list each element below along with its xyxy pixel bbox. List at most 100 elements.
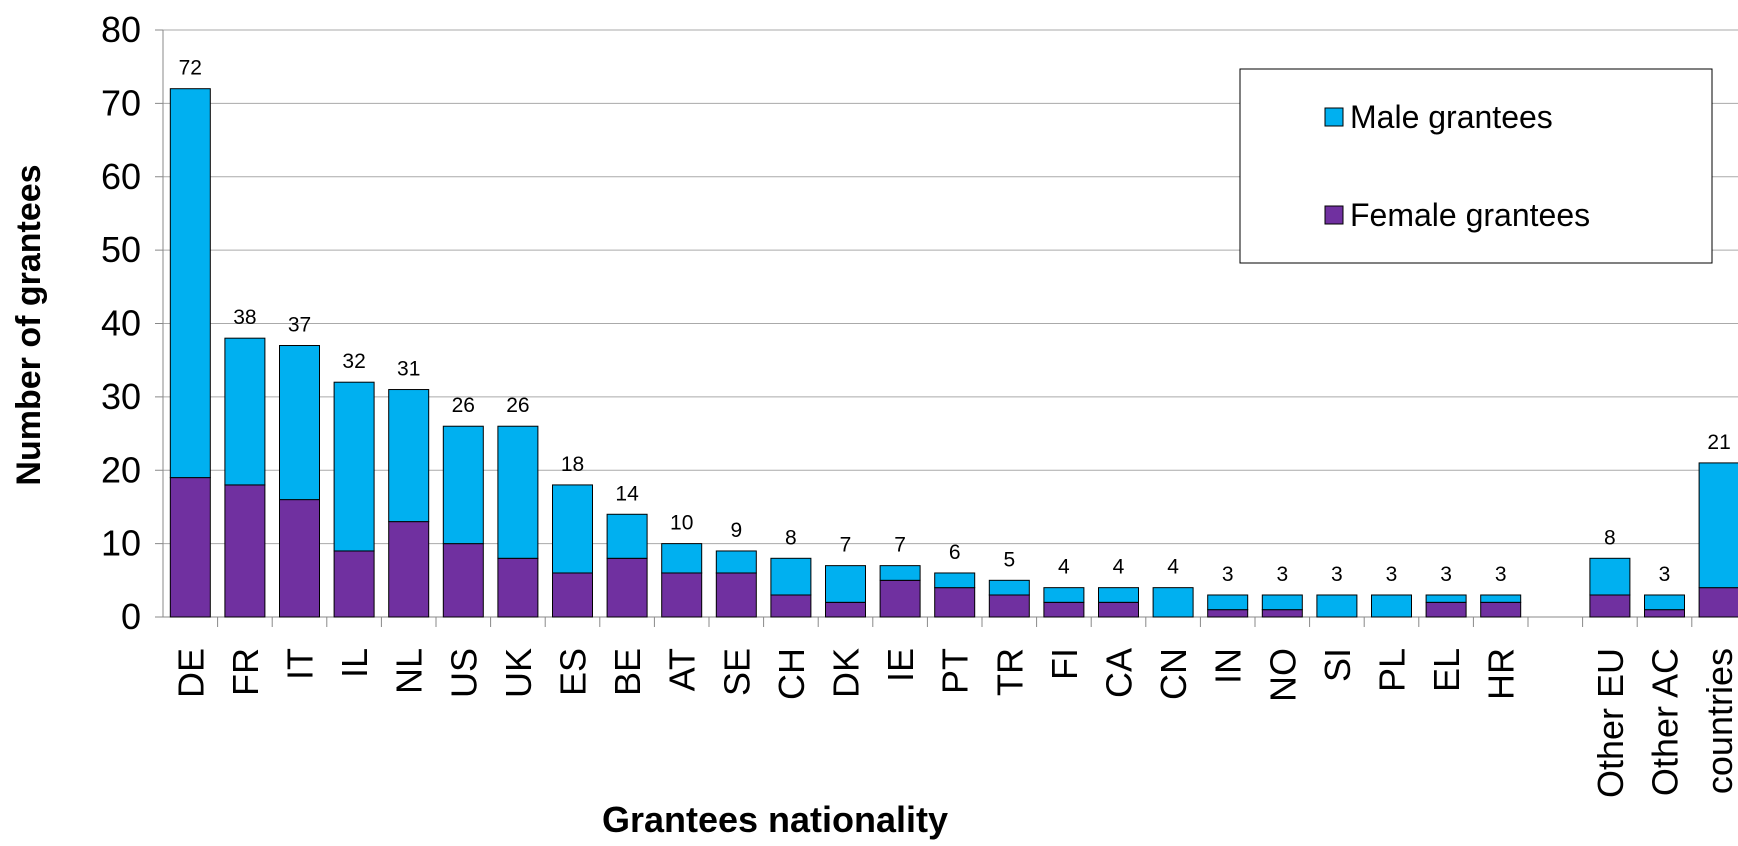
bar-segment: [388, 389, 430, 523]
total-label: 3: [1659, 563, 1671, 586]
y-tick-label: 30: [101, 376, 141, 417]
total-label: 37: [288, 314, 311, 337]
bar-segment: [1698, 462, 1738, 589]
x-tick-label: CA: [1099, 648, 1140, 698]
y-tick-label: 20: [101, 449, 141, 490]
bar-segment: [879, 565, 921, 581]
bar-segment: [934, 587, 976, 618]
total-label: 4: [1167, 556, 1179, 579]
x-tick-label: BE: [607, 648, 648, 696]
y-tick-label: 50: [101, 229, 141, 270]
bar-segment: [497, 557, 539, 618]
y-tick-label: 0: [121, 596, 141, 637]
bar-segment: [279, 345, 320, 501]
total-label: 7: [894, 534, 906, 557]
y-tick-label: 40: [101, 303, 141, 344]
bar-segment: [879, 579, 921, 618]
bar-segment: [1425, 601, 1467, 618]
y-tick-label: 10: [101, 523, 141, 564]
bar-segment: [552, 572, 593, 618]
x-tick-label: AT: [662, 648, 703, 691]
x-tick-label: countries: [1699, 648, 1738, 794]
x-tick-label: NL: [389, 648, 430, 694]
bar-segment: [333, 550, 375, 618]
bar-segment: [1043, 601, 1085, 618]
bar-segment: [1480, 594, 1522, 603]
x-tick-label: FR: [225, 648, 266, 696]
bar-segment: [1316, 594, 1358, 618]
total-label: 26: [506, 394, 529, 417]
x-tick-label: SE: [716, 648, 757, 696]
total-label: 5: [1003, 548, 1015, 571]
total-label: 26: [452, 394, 475, 417]
legend-label: Male grantees: [1350, 99, 1553, 135]
total-label: 18: [561, 453, 584, 476]
bar-segment: [1098, 587, 1139, 603]
bar-segment: [661, 543, 703, 574]
bar-segment: [1644, 594, 1685, 611]
bar-segment: [825, 565, 866, 603]
bar-segment: [661, 572, 703, 618]
total-label: 3: [1495, 563, 1507, 586]
x-tick-label: DE: [170, 648, 211, 698]
legend-label: Female grantees: [1350, 197, 1590, 233]
x-tick-label: Other AC: [1645, 648, 1686, 796]
x-tick-label: SI: [1317, 648, 1358, 682]
bar-segment: [715, 550, 757, 574]
total-label: 3: [1222, 563, 1234, 586]
x-tick-label: UK: [498, 648, 539, 698]
total-label: 4: [1058, 556, 1070, 579]
y-axis-title: Number of grantees: [10, 164, 48, 485]
bar-segment: [1589, 594, 1631, 618]
bar-segment: [497, 425, 539, 559]
total-label: 9: [730, 519, 742, 542]
bar-segment: [1425, 594, 1467, 603]
x-tick-label: IT: [280, 648, 321, 680]
bar-segment: [1207, 609, 1249, 618]
bar-segment: [715, 572, 757, 618]
x-tick-label: PL: [1372, 648, 1413, 692]
bar-segment: [224, 484, 266, 618]
total-label: 3: [1440, 563, 1452, 586]
total-label: 10: [670, 512, 693, 535]
total-label: 3: [1331, 563, 1343, 586]
x-tick-label: IE: [880, 648, 921, 682]
total-label: 4: [1113, 556, 1125, 579]
x-tick-label: US: [443, 648, 484, 698]
legend-swatch: [1324, 107, 1344, 127]
bar-segment: [1043, 587, 1085, 603]
bar-segment: [1480, 601, 1522, 618]
bar-segment: [388, 521, 430, 618]
bar-segment: [1261, 609, 1303, 618]
bar-segment: [169, 88, 211, 479]
x-tick-label: HR: [1481, 648, 1522, 700]
total-label: 31: [397, 358, 420, 381]
bar-segment: [224, 337, 266, 486]
bar-segment: [169, 477, 211, 618]
total-label: 8: [1604, 526, 1616, 549]
legend-box: [1239, 68, 1713, 264]
total-label: 32: [342, 350, 365, 373]
total-label: 72: [179, 57, 202, 80]
x-axis-title: Grantees nationality: [602, 799, 948, 840]
x-tick-label: NO: [1262, 648, 1303, 702]
bar-segment: [934, 572, 976, 589]
bar-segment: [552, 484, 593, 574]
bar-segment: [1098, 601, 1139, 618]
total-label: 38: [233, 306, 256, 329]
x-tick-label: CN: [1153, 648, 1194, 700]
bar-segment: [1261, 594, 1303, 611]
total-label: 21: [1707, 431, 1730, 454]
x-tick-label: IL: [334, 648, 375, 678]
x-tick-label: DK: [826, 648, 867, 698]
bar-segment: [1589, 557, 1631, 596]
bar-segment: [606, 557, 648, 618]
total-label: 14: [615, 482, 639, 505]
bar-segment: [1207, 594, 1249, 611]
total-label: 7: [840, 534, 852, 557]
total-label: 3: [1386, 563, 1398, 586]
bar-segment: [988, 579, 1030, 596]
x-tick-label: FI: [1044, 648, 1085, 680]
x-tick-label: IN: [1208, 648, 1249, 684]
